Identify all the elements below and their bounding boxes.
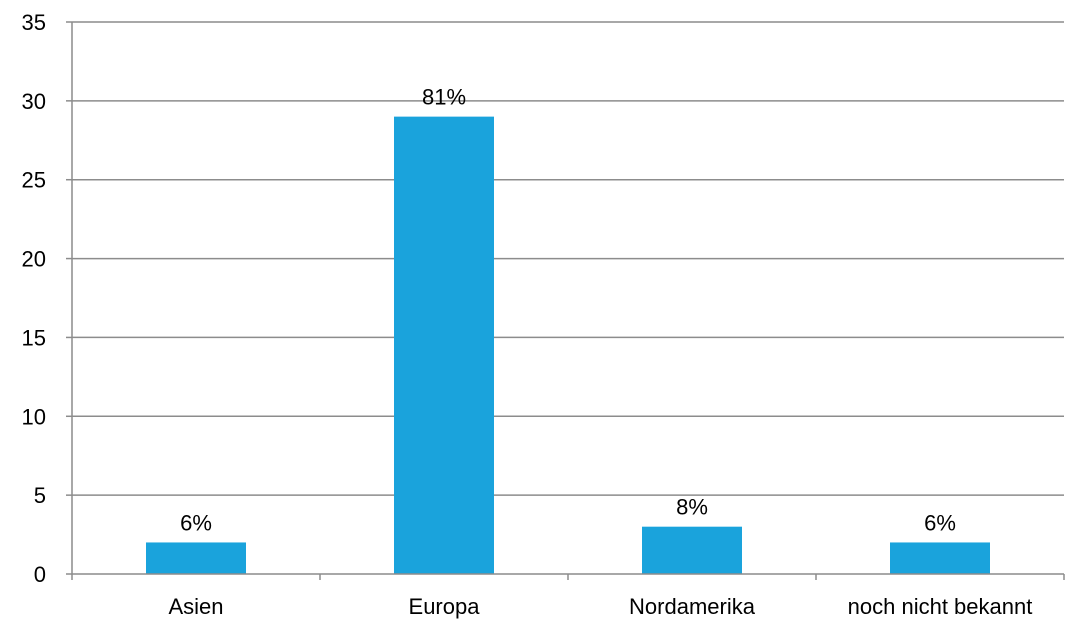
y-axis-tick-labels: 0 5 10 15 20 25 30 35 [22,10,46,587]
x-axis [71,22,1065,580]
y-tick-label: 10 [22,404,46,429]
bar-0 [146,542,246,574]
y-tick-label: 15 [22,325,46,350]
y-tick-label: 25 [22,168,46,193]
bar-3 [890,542,990,574]
data-label-2: 8% [676,495,708,520]
x-axis-tick-labels: Asien Europa Nordamerika noch nicht bekannt [168,594,1032,619]
y-tick-label: 30 [22,89,46,114]
bar-1 [394,116,494,574]
data-label-3: 6% [924,510,956,535]
y-tick-label: 5 [34,483,46,508]
bar-2 [642,526,742,574]
data-labels: 6% 81% 8% 6% [180,85,956,536]
x-tick-label: Asien [168,594,223,619]
x-tick-label: noch nicht bekannt [848,594,1033,619]
gridlines [66,21,1064,575]
y-tick-label: 20 [22,247,46,272]
bars [146,116,990,574]
x-tick-label: Europa [409,594,481,619]
data-label-1: 81% [422,85,466,110]
x-tick-label: Nordamerika [629,594,756,619]
y-tick-label: 35 [22,10,46,35]
data-label-0: 6% [180,510,212,535]
y-tick-label: 0 [34,562,46,587]
